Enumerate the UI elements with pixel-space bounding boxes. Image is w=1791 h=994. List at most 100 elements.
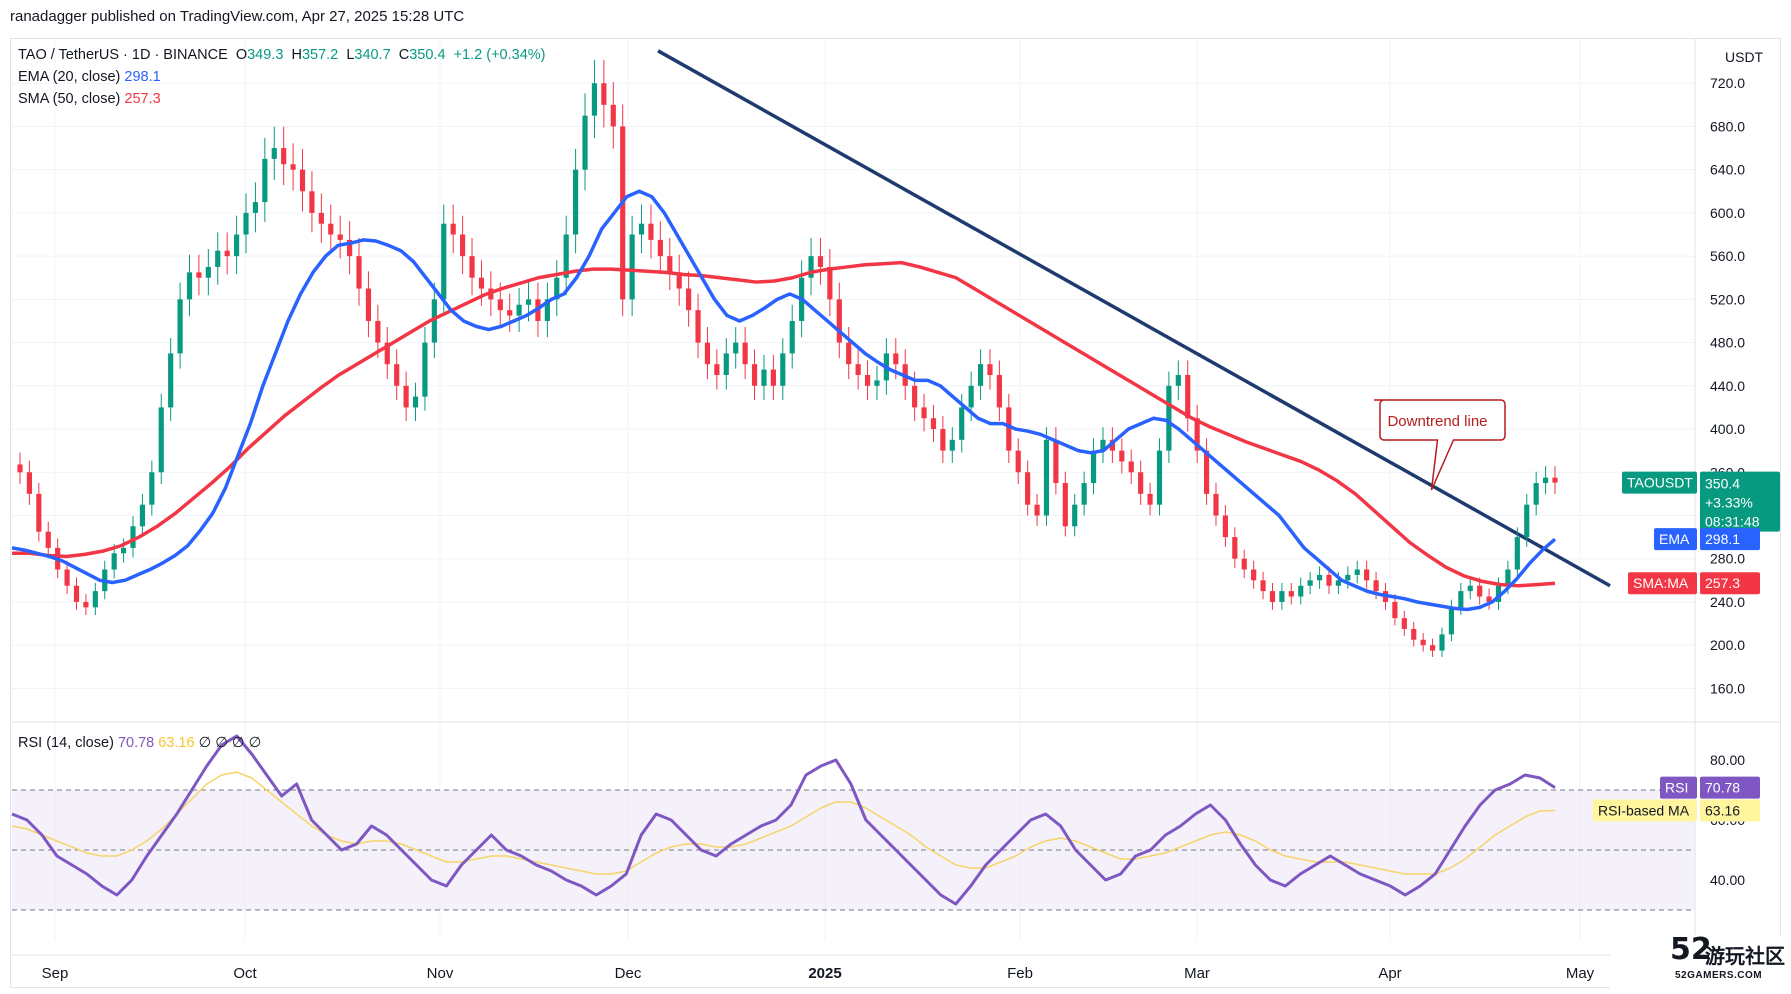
high-value: 357.2: [301, 47, 339, 63]
candle-body: [384, 342, 390, 365]
candle-body: [497, 299, 503, 311]
candle-body: [864, 375, 871, 386]
y-tick-label: 160.0: [1710, 680, 1745, 696]
candle-body: [1467, 585, 1473, 592]
candle-body: [940, 429, 946, 451]
candle-body: [591, 83, 598, 116]
candle-body: [1156, 450, 1163, 505]
candle-body: [412, 396, 419, 408]
candle-body: [638, 223, 645, 235]
candle-body: [610, 104, 616, 127]
countdown: 08:31:48: [1705, 514, 1760, 530]
sma-legend-value: 257.3: [124, 91, 161, 107]
candle-body: [1222, 515, 1228, 538]
rsi-ma-line: [11, 771, 1556, 875]
candle-body: [1006, 407, 1012, 451]
candle-body: [1486, 596, 1492, 602]
rsi-tag: RSI: [1665, 780, 1688, 796]
y-tick-label: 480.0: [1710, 335, 1745, 351]
chart-legend: TAO / TetherUS · 1D · BINANCE O349.3 H35…: [18, 44, 546, 110]
candle-body: [855, 364, 861, 375]
candle-body: [1043, 439, 1050, 516]
candle-body: [733, 342, 739, 354]
rsi-ma-tag: RSI-based MA: [1598, 803, 1690, 819]
candle-body: [1062, 483, 1068, 527]
x-tick-label: Feb: [1007, 965, 1033, 982]
ema-legend-value: 298.1: [124, 69, 161, 85]
candle-body: [770, 369, 776, 386]
annotation-callout: [1374, 399, 1506, 491]
candle-body: [1119, 450, 1125, 462]
candle-body: [375, 320, 381, 343]
candle-body: [186, 272, 193, 300]
currency-label: USDT: [1725, 49, 1764, 65]
open-value: 349.3: [247, 47, 284, 63]
candle-body: [723, 353, 729, 375]
candle-body: [460, 234, 466, 257]
rsi-y-tick-label: 80.00: [1710, 752, 1745, 768]
rsi-tag-bg: [1660, 776, 1697, 799]
change-value: +1.2 (+0.34%): [453, 47, 546, 63]
candle-body: [309, 191, 315, 213]
y-tick-label: 680.0: [1710, 118, 1745, 134]
candle-body: [365, 288, 372, 321]
candle-body: [299, 169, 306, 192]
candle-body: [92, 591, 98, 608]
candle-body: [751, 364, 758, 386]
candle-body: [1128, 461, 1134, 473]
candle-body: [1316, 574, 1323, 581]
candle-body: [1053, 439, 1059, 484]
x-tick-label: Dec: [615, 965, 642, 982]
ema-line: [11, 189, 1557, 612]
candle-body: [1166, 385, 1172, 451]
ema-legend-label[interactable]: EMA (20, close): [18, 69, 121, 85]
candle-body: [789, 320, 795, 354]
candle-body: [1279, 591, 1285, 602]
candle-body: [394, 364, 400, 386]
candle-body: [111, 553, 117, 570]
chart-frame: [10, 38, 1781, 988]
candle-body: [1138, 472, 1144, 494]
x-tick-label: Apr: [1378, 965, 1401, 982]
downtrend-line: [657, 49, 1611, 588]
ema-tag-bg: [1654, 528, 1697, 551]
candle-body: [26, 472, 33, 494]
candle-body: [1034, 504, 1040, 516]
candle-body: [149, 472, 155, 505]
sma-tag-value: 257.3: [1705, 575, 1740, 591]
candle-body: [1213, 493, 1219, 516]
candle-body: [1307, 580, 1313, 586]
candle-body: [1505, 569, 1511, 586]
candle-body: [676, 272, 682, 289]
rsi-tag-value: 70.78: [1705, 780, 1740, 796]
candle-body: [977, 364, 984, 386]
candle-body: [544, 299, 550, 321]
candle-body: [968, 385, 974, 408]
candle-body: [1025, 472, 1031, 505]
rsi-legend-label[interactable]: RSI (14, close): [18, 735, 114, 751]
watermark-chinese: 游玩社区: [1705, 944, 1785, 968]
candle-body: [196, 272, 202, 278]
candle-body: [667, 256, 673, 273]
x-tick-label: Mar: [1184, 965, 1210, 982]
low-value: 340.7: [354, 47, 391, 63]
sma-legend-label[interactable]: SMA (50, close): [18, 91, 121, 107]
annotation-text: Downtrend line: [1387, 413, 1487, 430]
candle-body: [629, 234, 635, 300]
candle-body: [139, 504, 146, 527]
y-tick-label: 520.0: [1710, 291, 1745, 307]
low-label: L: [346, 47, 355, 63]
candle-body: [177, 299, 183, 354]
candle-body: [205, 266, 211, 278]
candle-body: [1477, 585, 1483, 597]
candle-body: [996, 375, 1002, 408]
candle-body: [262, 158, 268, 203]
candle-body: [1326, 574, 1332, 586]
candle-body: [780, 353, 786, 386]
candle-body: [1458, 591, 1464, 608]
candle-body: [1109, 439, 1115, 451]
candle-body: [808, 256, 814, 278]
candle-body: [817, 256, 824, 267]
candle-body: [554, 277, 560, 300]
